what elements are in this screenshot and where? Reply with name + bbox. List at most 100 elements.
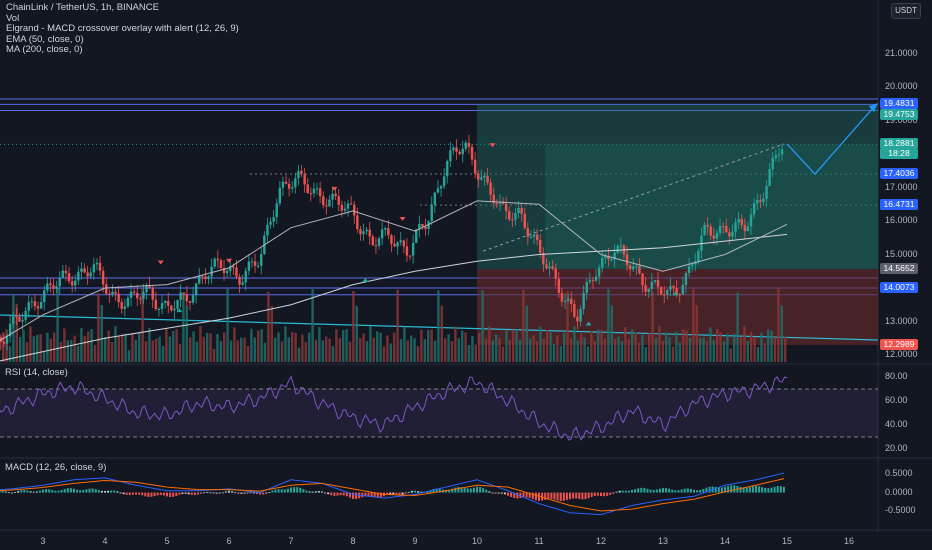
volume-indicator-label[interactable]: Vol xyxy=(6,12,20,24)
time-axis-tick: 9 xyxy=(412,536,418,546)
macd-histogram-bar xyxy=(584,492,587,500)
macd-histogram-bar xyxy=(634,489,637,493)
candle xyxy=(570,298,573,305)
candle xyxy=(715,232,719,239)
candle xyxy=(272,217,275,222)
candle xyxy=(2,341,6,344)
volume-bar xyxy=(756,346,760,362)
volume-bar xyxy=(705,340,709,362)
macd-histogram-bar xyxy=(66,488,69,493)
macd-histogram-bar xyxy=(717,487,720,493)
candle xyxy=(399,240,402,243)
candle xyxy=(80,268,83,272)
volume-bar xyxy=(253,337,256,362)
macd-histogram-bar xyxy=(782,486,785,493)
candle xyxy=(334,193,337,197)
macd-histogram-bar xyxy=(364,492,367,497)
macd-histogram-bar xyxy=(472,487,475,493)
macd-histogram-bar xyxy=(348,492,351,498)
volume-bar xyxy=(777,288,780,362)
candle xyxy=(74,280,77,286)
candle xyxy=(179,292,182,300)
macd-histogram-bar xyxy=(513,492,516,498)
macd-histogram-bar xyxy=(578,492,581,499)
candle xyxy=(129,291,133,298)
macd-axis-tick: 0.5000 xyxy=(885,468,913,479)
candle xyxy=(12,315,15,324)
sell-signal-marker xyxy=(226,258,232,263)
ma-indicator-label[interactable]: MA (200, close, 0) xyxy=(6,44,83,56)
candle xyxy=(780,149,784,155)
volume-bar xyxy=(535,340,539,362)
ema-indicator-label[interactable]: EMA (50, close, 0) xyxy=(6,33,84,45)
macd-pane-label[interactable]: MACD (12, 26, close, 9) xyxy=(5,462,107,473)
volume-bar xyxy=(376,331,379,362)
macd-histogram-bar xyxy=(23,489,26,493)
candle xyxy=(176,299,179,309)
candle xyxy=(368,229,371,237)
volume-bar xyxy=(478,332,481,362)
volume-bar xyxy=(566,291,569,362)
candle xyxy=(182,292,185,295)
macd-histogram-bar xyxy=(522,492,525,498)
macd-histogram-bar xyxy=(286,488,289,493)
projection-arrowhead xyxy=(868,103,878,113)
symbol-title[interactable]: ChainLink / TetherUS, 1h, BINANCE xyxy=(6,2,159,13)
volume-bar xyxy=(692,288,695,362)
volume-bar xyxy=(454,326,457,362)
candle xyxy=(30,301,34,303)
volume-bar xyxy=(614,338,617,362)
volume-bar xyxy=(522,289,525,362)
candle xyxy=(315,188,319,190)
candle xyxy=(731,231,734,237)
rsi-pane-label[interactable]: RSI (14, close) xyxy=(5,367,68,378)
volume-bar xyxy=(291,332,294,362)
volume-bar xyxy=(474,344,477,362)
candle xyxy=(105,284,108,294)
macd-histogram-bar xyxy=(609,492,612,495)
macd-histogram-bar xyxy=(640,487,643,493)
volume-bar xyxy=(352,290,355,362)
macd-histogram-bar xyxy=(231,491,234,493)
volume-bar xyxy=(304,342,307,362)
candle xyxy=(740,219,743,226)
volume-bar xyxy=(641,334,644,362)
volume-bar xyxy=(736,292,739,362)
volume-bar xyxy=(39,334,42,362)
volume-bar xyxy=(311,289,314,362)
candle xyxy=(557,278,561,293)
candle xyxy=(306,184,309,194)
volume-bar xyxy=(467,345,471,362)
volume-bar xyxy=(46,332,49,362)
macd-histogram-bar xyxy=(658,488,661,493)
candle xyxy=(473,159,477,174)
candle xyxy=(55,286,58,289)
currency-button[interactable]: USDT xyxy=(891,3,921,19)
macd-histogram-bar xyxy=(51,490,54,493)
candle xyxy=(291,187,294,189)
volume-bar xyxy=(396,289,399,362)
candle xyxy=(737,219,740,223)
volume-bar xyxy=(733,333,736,362)
volume-bar xyxy=(420,329,423,362)
volume-bar xyxy=(515,329,518,362)
candle xyxy=(222,268,226,274)
macd-line xyxy=(0,472,785,516)
volume-bar xyxy=(549,332,552,362)
volume-bar xyxy=(423,339,426,362)
macd-histogram-bar xyxy=(175,492,178,496)
candle xyxy=(356,215,359,230)
macd-overlay-indicator-label[interactable]: Elgrand - MACD crossover overlay with al… xyxy=(6,23,239,35)
volume-bar xyxy=(345,329,348,362)
candle xyxy=(377,238,381,246)
volume-bar xyxy=(729,348,732,362)
macd-histogram-bar xyxy=(627,490,630,493)
macd-histogram-bar xyxy=(544,492,547,500)
volume-bar xyxy=(325,336,328,362)
macd-histogram-bar xyxy=(631,489,633,493)
candle xyxy=(101,270,105,285)
macd-histogram-bar xyxy=(445,489,447,493)
candle xyxy=(67,273,71,282)
volume-bar xyxy=(250,328,253,362)
